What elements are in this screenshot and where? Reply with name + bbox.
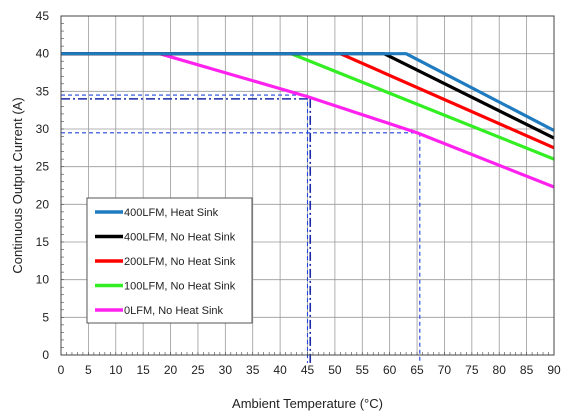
legend-item: 200LFM, No Heat Sink (95, 256, 236, 268)
legend: 400LFM, Heat Sink 400LFM, No Heat Sink 200… (86, 197, 253, 324)
x-tick-label: 45 (301, 363, 315, 377)
x-tick-label: 5 (85, 363, 92, 377)
y-tick-label: 45 (36, 9, 50, 23)
y-axis-title: Continuous Output Current (A) (10, 97, 25, 273)
legend-item: 100LFM, No Heat Sink (95, 281, 236, 293)
x-tick-label: 10 (109, 363, 123, 377)
x-tick-label: 65 (410, 363, 424, 377)
y-tick-label: 15 (36, 235, 50, 249)
legend-item: 0LFM, No Heat Sink (95, 305, 224, 317)
x-tick-label: 60 (383, 363, 397, 377)
x-tick-label: 90 (547, 363, 561, 377)
legend-label: 400LFM, Heat Sink (124, 207, 219, 219)
axes (60, 15, 555, 356)
x-axis-title: Ambient Temperature (°C) (232, 396, 383, 411)
x-tick-label: 40 (273, 363, 287, 377)
legend-items: 400LFM, Heat Sink 400LFM, No Heat Sink 200… (95, 207, 236, 317)
y-tick-label: 25 (36, 160, 50, 174)
legend-label: 0LFM, No Heat Sink (124, 305, 224, 317)
x-tick-label: 70 (438, 363, 452, 377)
y-tick-labels: 0 5 10 15 20 25 30 35 40 45 (36, 9, 50, 362)
y-tick-label: 20 (36, 197, 50, 211)
y-tick-label: 40 (36, 47, 50, 61)
x-tick-label: 30 (219, 363, 233, 377)
series-lines (61, 52, 555, 189)
x-tick-label: 75 (465, 363, 479, 377)
x-tick-label: 0 (58, 363, 65, 377)
legend-label: 200LFM, No Heat Sink (124, 256, 236, 268)
x-tick-label: 55 (356, 363, 370, 377)
x-tick-label: 25 (191, 363, 205, 377)
x-tick-label: 50 (328, 363, 342, 377)
y-tick-label: 10 (36, 273, 50, 287)
reference-lines (61, 94, 421, 363)
y-tick-label: 5 (42, 310, 49, 324)
legend-label: 400LFM, No Heat Sink (124, 232, 236, 244)
x-tick-label: 35 (246, 363, 260, 377)
x-tick-label: 80 (493, 363, 507, 377)
x-tick-labels: 0 5 10 15 20 25 30 35 40 45 50 55 60 65 70 75 80 85 90 (58, 363, 561, 377)
legend-item: 400LFM, Heat Sink (95, 207, 219, 219)
y-tick-label: 30 (36, 122, 50, 136)
legend-item: 400LFM, No Heat Sink (95, 232, 236, 244)
legend-label: 100LFM, No Heat Sink (124, 281, 236, 293)
series-line (61, 52, 555, 132)
x-tick-label: 85 (520, 363, 534, 377)
x-tick-label: 15 (136, 363, 150, 377)
x-tick-label: 20 (164, 363, 178, 377)
y-tick-label: 0 (42, 348, 49, 362)
y-tick-label: 35 (36, 84, 50, 98)
plot-frame (60, 15, 555, 356)
